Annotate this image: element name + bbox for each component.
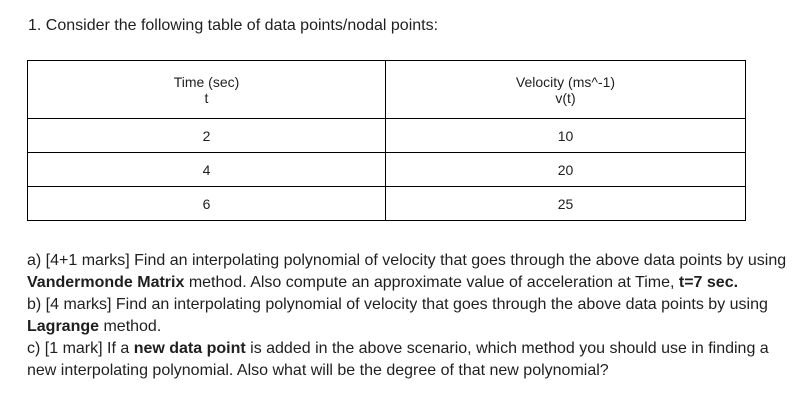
part-a: a) [4+1 marks] Find an interpolating pol… (27, 250, 787, 294)
data-points-table: Time (sec) t Velocity (ms^-1) v(t) 2 10 … (27, 60, 746, 221)
part-b-text-2: method. (99, 318, 162, 335)
time-header-symbol: t (204, 89, 209, 106)
time-header-label: Time (sec) (173, 73, 240, 90)
part-c-text-2: is added in the above scenario, which me… (27, 340, 769, 379)
part-a-text-2: method. Also compute an approximate valu… (184, 274, 679, 291)
part-a-bold-2: t=7 sec. (678, 274, 739, 291)
time-column-header: Time (sec) t (27, 60, 386, 119)
velocity-header-label: Velocity (ms^-1) (515, 73, 616, 90)
part-b-text-1: b) [4 marks] Find an interpolating polyn… (27, 296, 768, 313)
question-parts: a) [4+1 marks] Find an interpolating pol… (27, 250, 787, 382)
table-row: 6 25 (27, 186, 746, 221)
velocity-column-header: Velocity (ms^-1) v(t) (385, 60, 746, 119)
table-header-row: Time (sec) t Velocity (ms^-1) v(t) (27, 60, 746, 119)
part-b: b) [4 marks] Find an interpolating polyn… (27, 294, 787, 338)
part-b-bold-1: Lagrange (27, 318, 100, 335)
part-c-bold-1: new data point (133, 340, 246, 357)
time-cell: 6 (27, 186, 386, 221)
part-c: c) [1 mark] If a new data point is added… (27, 338, 787, 382)
velocity-cell: 10 (385, 118, 746, 153)
velocity-header-symbol: v(t) (555, 89, 576, 106)
time-cell: 2 (27, 118, 386, 153)
time-cell: 4 (27, 152, 386, 187)
part-c-text-1: c) [1 mark] If a (27, 340, 134, 357)
table-row: 2 10 (27, 118, 746, 153)
part-a-text-1: a) [4+1 marks] Find an interpolating pol… (27, 252, 787, 269)
question-heading: 1. Consider the following table of data … (28, 17, 439, 34)
velocity-cell: 25 (385, 186, 746, 221)
velocity-cell: 20 (385, 152, 746, 187)
table-row: 4 20 (27, 152, 746, 187)
part-a-bold-1: Vandermonde Matrix (27, 274, 185, 291)
